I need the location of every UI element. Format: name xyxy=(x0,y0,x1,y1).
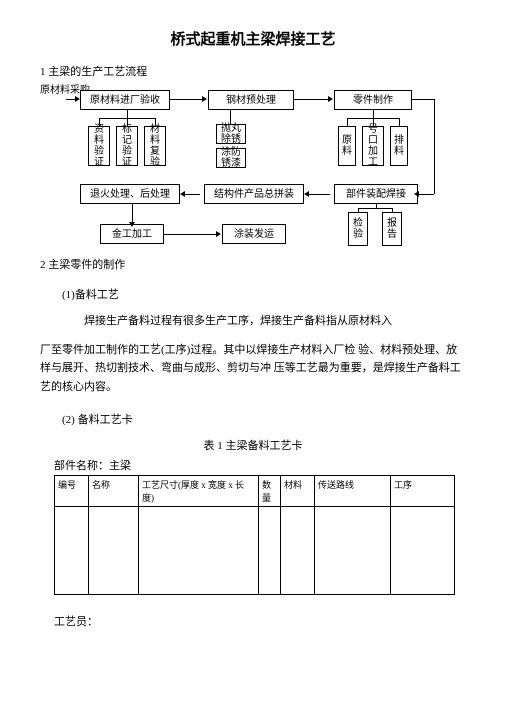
fc-sub-2b: 涂防锈漆 xyxy=(216,148,246,168)
fc-box-machining: 金工加工 xyxy=(100,224,164,244)
td-dim xyxy=(139,506,259,594)
th-dim: 工艺尺寸(厚度 x 宽度 x 长度) xyxy=(139,475,259,506)
fc-box-pretreat: 钢材预处理 xyxy=(208,90,294,110)
para-1: 焊接生产备料过程有很多生产工序，焊接生产备料指从原材料入 xyxy=(40,312,466,331)
process-card-table: 编号 名称 工艺尺寸(厚度 x 宽度 x 长度) 数量 材料 传送路线 工序 xyxy=(54,475,455,595)
fc-box-weld: 部件装配焊接 xyxy=(334,184,418,204)
td-name xyxy=(89,506,139,594)
td-id xyxy=(55,506,89,594)
fc-box-assembly: 结构件产品总拼装 xyxy=(204,184,304,204)
th-route: 传送路线 xyxy=(315,475,391,506)
subsection-22: (2) 备料工艺卡 xyxy=(62,411,466,427)
section2-heading: 2 主梁零件的制作 xyxy=(40,256,466,272)
td-mat xyxy=(281,506,315,594)
td-route xyxy=(315,506,391,594)
fc-sub-1a: 资料验证 xyxy=(88,126,110,166)
fc-sub-4b: 报告 xyxy=(382,212,402,246)
process-flowchart: 原材料进厂验收 钢材预处理 零件制作 资料验证 标记验证 材料复验 抛丸除锈 涂… xyxy=(38,84,458,248)
fc-sub-1c: 材料复验 xyxy=(144,126,166,166)
td-qty xyxy=(259,506,281,594)
th-id: 编号 xyxy=(55,475,89,506)
th-qty: 数量 xyxy=(259,475,281,506)
subsection-21: (1)备料工艺 xyxy=(62,286,466,302)
fc-box-parts: 零件制作 xyxy=(334,90,412,110)
para-2: 厂至零件加工制作的工艺(工序)过程。其中以焊接生产材料入厂检 验、材料预处理、放… xyxy=(40,341,466,397)
fc-box-paint: 涂装发运 xyxy=(222,224,286,244)
fc-box-anneal: 退火处理、后处理 xyxy=(80,184,180,204)
fc-sub-4a: 检验 xyxy=(348,212,368,246)
section1-heading: 1 主梁的生产工艺流程 xyxy=(40,63,466,79)
fc-sub-2a: 抛丸除锈 xyxy=(216,124,246,144)
th-proc: 工序 xyxy=(391,475,455,506)
fc-sub-3c: 排料 xyxy=(390,126,408,166)
td-proc xyxy=(391,506,455,594)
fc-box-inspect: 原材料进厂验收 xyxy=(80,90,170,110)
tech-staff-label: 工艺员： xyxy=(54,613,466,629)
th-name: 名称 xyxy=(89,475,139,506)
fc-sub-1b: 标记验证 xyxy=(116,126,138,166)
table-caption: 表 1 主梁备料工艺卡 xyxy=(40,437,466,453)
fc-sub-3b: 号口加工 xyxy=(362,126,384,166)
part-name-label: 部件名称：主梁 xyxy=(54,457,466,473)
th-mat: 材料 xyxy=(281,475,315,506)
fc-sub-3a: 原料 xyxy=(338,126,356,166)
doc-title: 桥式起重机主梁焊接工艺 xyxy=(40,28,466,49)
